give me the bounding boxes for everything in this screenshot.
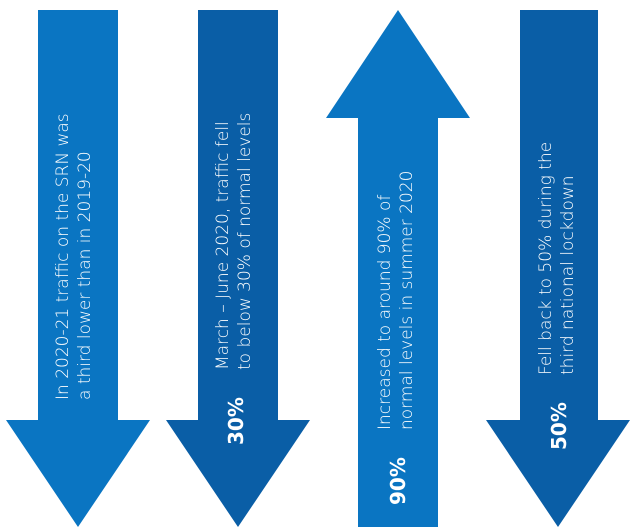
- arrow-1-line-2: a third lower than in 2019-20: [75, 151, 95, 400]
- arrow-2-line-2: to below 30% of normal levels: [235, 112, 255, 370]
- arrow-4-percent: 50%: [547, 402, 571, 450]
- arrow-3-line-2: normal levels in summer 2020: [397, 170, 417, 430]
- arrow-1-text: In 2020-21 traffic on the SRN was a thir…: [52, 113, 96, 400]
- arrow-4-text: Fell back to 50% during the third nation…: [535, 142, 579, 375]
- arrow-4-down: [486, 10, 630, 527]
- arrow-4-line-1: Fell back to 50% during the: [536, 141, 556, 375]
- arrow-1-line-1: In 2020-21 traffic on the SRN was: [53, 113, 73, 400]
- arrow-3-up: [326, 10, 470, 527]
- arrow-2-line-1: March – June 2020, traffic fell: [213, 121, 233, 370]
- arrow-2-text: March – June 2020, traffic fell to below…: [212, 113, 256, 370]
- arrow-2-percent: 30%: [224, 397, 248, 445]
- arrow-2-down: [166, 10, 310, 527]
- arrow-1-down: [6, 10, 150, 527]
- arrow-3-line-1: Increased to around 90% of: [375, 194, 395, 430]
- arrow-3-percent: 90%: [386, 457, 410, 505]
- arrow-3-text: Increased to around 90% of normal levels…: [374, 171, 418, 430]
- arrow-4-line-2: third national lockdown: [558, 175, 578, 375]
